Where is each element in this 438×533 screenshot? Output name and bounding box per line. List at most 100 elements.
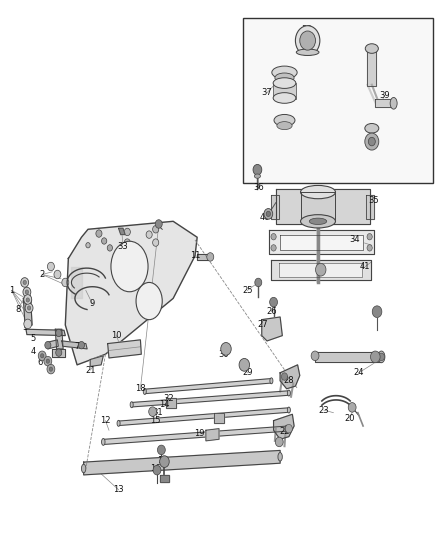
Circle shape	[86, 243, 90, 248]
Circle shape	[149, 407, 156, 416]
Ellipse shape	[143, 389, 146, 394]
Circle shape	[49, 367, 53, 371]
Circle shape	[348, 402, 356, 412]
Circle shape	[153, 465, 161, 475]
Ellipse shape	[277, 122, 292, 130]
Circle shape	[124, 239, 131, 246]
Text: 40: 40	[260, 213, 270, 222]
Circle shape	[276, 437, 283, 447]
Circle shape	[27, 306, 31, 310]
Text: 12: 12	[100, 416, 111, 425]
Polygon shape	[276, 189, 370, 224]
Circle shape	[315, 263, 326, 276]
Circle shape	[378, 353, 385, 361]
Ellipse shape	[365, 124, 379, 133]
Ellipse shape	[274, 115, 295, 126]
Text: 36: 36	[253, 183, 264, 192]
Polygon shape	[300, 192, 336, 221]
Ellipse shape	[117, 421, 120, 426]
Ellipse shape	[309, 218, 327, 224]
Circle shape	[54, 270, 61, 279]
Ellipse shape	[278, 453, 283, 461]
Circle shape	[270, 297, 278, 307]
Polygon shape	[26, 329, 65, 336]
Circle shape	[271, 245, 276, 251]
Ellipse shape	[287, 390, 290, 396]
Polygon shape	[272, 195, 279, 219]
Ellipse shape	[111, 241, 148, 292]
Text: 32: 32	[163, 394, 174, 403]
Text: 39: 39	[380, 91, 390, 100]
Text: 35: 35	[369, 196, 379, 205]
Text: 24: 24	[353, 368, 364, 377]
Polygon shape	[166, 398, 176, 408]
Circle shape	[96, 230, 102, 237]
Polygon shape	[132, 391, 289, 407]
Circle shape	[152, 225, 159, 233]
Circle shape	[365, 133, 379, 150]
Circle shape	[44, 357, 52, 366]
Bar	[273, 83, 296, 99]
Circle shape	[266, 211, 271, 216]
Text: 17: 17	[157, 456, 168, 465]
Circle shape	[221, 343, 231, 356]
Ellipse shape	[296, 49, 319, 55]
Polygon shape	[269, 230, 374, 254]
Ellipse shape	[365, 44, 378, 53]
Text: 23: 23	[318, 406, 329, 415]
Polygon shape	[46, 340, 58, 349]
Text: 34: 34	[349, 236, 360, 245]
Polygon shape	[366, 195, 374, 219]
Ellipse shape	[285, 425, 288, 432]
Circle shape	[152, 239, 159, 246]
Polygon shape	[315, 352, 381, 362]
Text: 30: 30	[218, 350, 229, 359]
Circle shape	[271, 233, 276, 240]
Polygon shape	[214, 413, 224, 423]
Circle shape	[24, 295, 32, 305]
Polygon shape	[262, 317, 283, 341]
Text: 41: 41	[360, 262, 371, 271]
Ellipse shape	[136, 282, 162, 320]
Ellipse shape	[272, 66, 297, 79]
Text: 22: 22	[279, 427, 290, 436]
Circle shape	[264, 208, 273, 219]
Polygon shape	[108, 340, 141, 358]
Text: 18: 18	[135, 384, 146, 393]
Ellipse shape	[254, 174, 261, 178]
Polygon shape	[55, 329, 63, 349]
Ellipse shape	[287, 407, 290, 413]
Ellipse shape	[300, 185, 336, 199]
Circle shape	[155, 220, 162, 228]
Polygon shape	[375, 99, 394, 107]
Circle shape	[24, 319, 32, 329]
Text: 27: 27	[258, 320, 268, 329]
Polygon shape	[271, 260, 371, 280]
Polygon shape	[197, 254, 210, 260]
Bar	[243, 18, 433, 182]
Circle shape	[23, 280, 26, 285]
Text: 16: 16	[150, 464, 161, 473]
Polygon shape	[103, 426, 287, 445]
Circle shape	[102, 238, 107, 244]
Polygon shape	[206, 429, 219, 441]
Circle shape	[38, 351, 46, 361]
Circle shape	[24, 295, 32, 304]
Ellipse shape	[81, 464, 86, 473]
Polygon shape	[280, 365, 300, 389]
Polygon shape	[160, 475, 169, 482]
Ellipse shape	[273, 93, 296, 103]
Circle shape	[239, 359, 250, 371]
Circle shape	[40, 354, 44, 358]
Polygon shape	[65, 221, 197, 365]
Circle shape	[368, 138, 375, 146]
Text: 21: 21	[85, 366, 95, 375]
Circle shape	[46, 359, 49, 364]
Text: 10: 10	[111, 331, 122, 340]
Polygon shape	[367, 49, 376, 86]
Polygon shape	[90, 356, 103, 367]
Circle shape	[21, 278, 28, 287]
Text: 3: 3	[22, 323, 28, 332]
Ellipse shape	[270, 378, 273, 384]
Polygon shape	[84, 450, 280, 475]
